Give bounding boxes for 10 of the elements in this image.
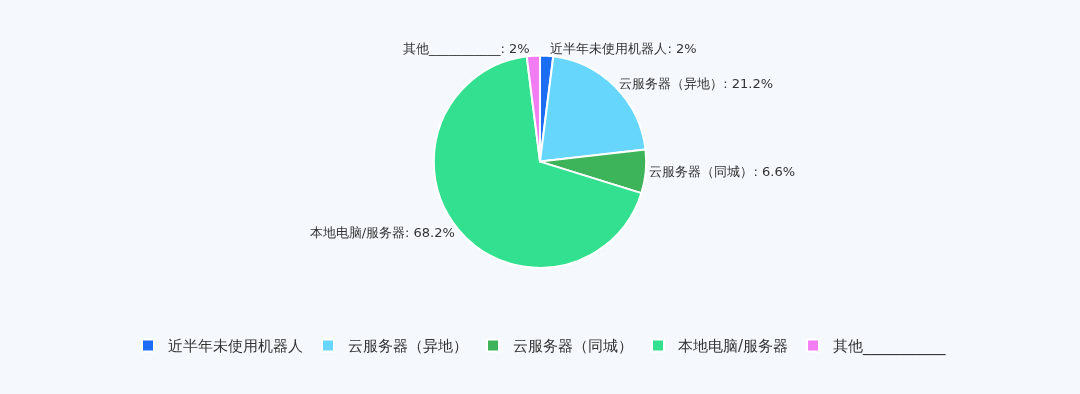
legend-label: 云服务器（同城） bbox=[513, 337, 633, 356]
category-label: 近半年未使用机器人: 2% bbox=[550, 40, 697, 56]
category-label: 本地电脑/服务器: 68.2% bbox=[309, 225, 455, 241]
legend-label: 本地电脑/服务器 bbox=[678, 337, 789, 356]
category-label: 其他___________: 2% bbox=[402, 40, 530, 56]
category-label: 云服务器（同城）: 6.6% bbox=[649, 164, 796, 180]
legend-label: 近半年未使用机器人 bbox=[168, 337, 303, 356]
legend-label: 其他___________ bbox=[833, 337, 947, 357]
legend-label: 云服务器（异地） bbox=[348, 337, 468, 356]
category-label: 云服务器（异地）: 21.2% bbox=[619, 75, 774, 91]
